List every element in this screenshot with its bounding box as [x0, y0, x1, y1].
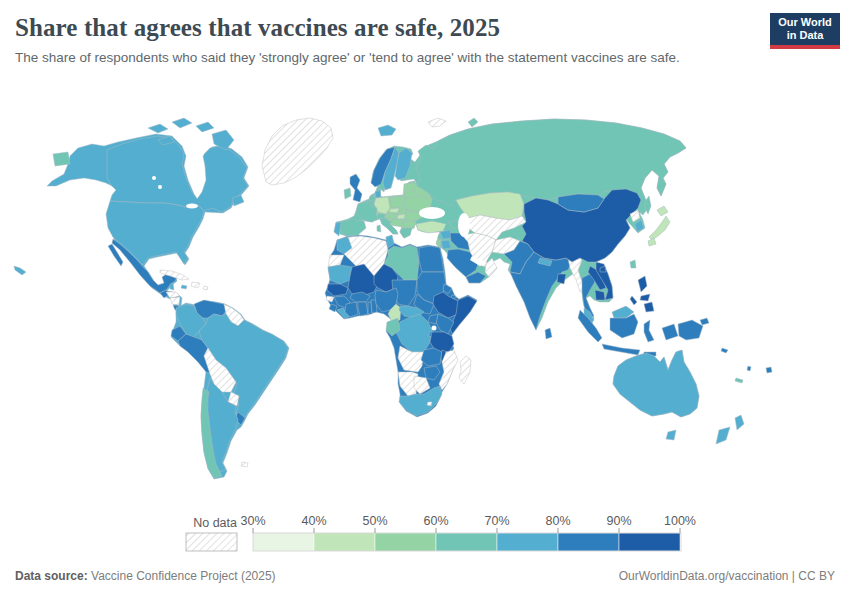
country-new-caledonia[interactable]: [735, 378, 743, 383]
country-nz-north[interactable]: [735, 415, 744, 430]
country-java[interactable]: [602, 344, 640, 355]
legend-swatch-40-50[interactable]: [314, 533, 375, 551]
country-png[interactable]: [678, 320, 703, 340]
country-svalbard[interactable]: [428, 118, 446, 127]
country-novaya-zemlya[interactable]: [468, 118, 478, 127]
countries-layer: [14, 118, 772, 478]
country-philippines-mindanao[interactable]: [644, 302, 654, 312]
country-taiwan[interactable]: [630, 260, 636, 268]
legend-swatch-80-90[interactable]: [558, 533, 619, 551]
legend-bar[interactable]: [253, 533, 681, 551]
country-japan-kyushu[interactable]: [648, 238, 656, 246]
country-australia[interactable]: [613, 350, 699, 417]
legend-no-data-swatch[interactable]: [186, 533, 237, 551]
country-egypt[interactable]: [419, 246, 444, 272]
legend-no-data-label: No data: [193, 516, 237, 530]
country-fiji[interactable]: [766, 367, 772, 373]
legend-tick-labels: 30% 40% 50% 60% 70% 80% 90% 100%: [240, 514, 696, 528]
country-nz-south[interactable]: [716, 427, 730, 444]
country-falklands[interactable]: [241, 462, 248, 467]
country-canada-island2[interactable]: [172, 118, 192, 128]
country-solomon[interactable]: [721, 348, 728, 353]
great-slave-lake: [158, 185, 162, 189]
country-netherlands[interactable]: [369, 195, 375, 201]
country-greece[interactable]: [400, 228, 412, 238]
country-new-britain[interactable]: [700, 318, 709, 325]
legend: No data 30% 40% 50%: [186, 514, 696, 551]
country-canada-island3[interactable]: [196, 122, 214, 132]
legend-label-50: 50%: [362, 514, 387, 528]
legend-label-100: 100%: [664, 514, 696, 528]
legend-label-80: 80%: [545, 514, 570, 528]
legend-label-90: 90%: [606, 514, 631, 528]
country-sardinia[interactable]: [377, 225, 381, 232]
country-ireland[interactable]: [344, 188, 351, 199]
country-bulgaria[interactable]: [403, 221, 416, 228]
legend-swatch-90-100[interactable]: [619, 533, 680, 551]
legend-swatch-70-80[interactable]: [497, 533, 558, 551]
owid-chart: Share that agrees that vaccines are safe…: [0, 0, 850, 600]
country-puerto-rico[interactable]: [203, 286, 208, 290]
country-nicaragua[interactable]: [170, 297, 180, 305]
legend-label-40: 40%: [301, 514, 326, 528]
legend-swatch-60-70[interactable]: [436, 533, 497, 551]
country-tasmania[interactable]: [666, 430, 676, 440]
lake-victoria: [432, 326, 437, 331]
black-sea: [419, 207, 445, 219]
world-map: No data 30% 40% 50%: [0, 0, 850, 600]
country-usa[interactable]: [106, 201, 204, 265]
country-madagascar[interactable]: [459, 356, 471, 384]
data-source-value: Vaccine Confidence Project (2025): [88, 569, 276, 583]
legend-swatch-50-60[interactable]: [375, 533, 436, 551]
country-jamaica[interactable]: [181, 285, 187, 289]
attribution[interactable]: OurWorldinData.org/vaccination | CC BY: [619, 569, 835, 583]
country-uk[interactable]: [350, 174, 362, 202]
legend-label-70: 70%: [484, 514, 509, 528]
country-philippines-palawan[interactable]: [630, 296, 637, 305]
country-iceland[interactable]: [378, 125, 396, 136]
country-belize[interactable]: [170, 283, 174, 290]
data-source: Data source: Vaccine Confidence Project …: [15, 569, 276, 583]
great-lakes: [186, 204, 198, 209]
country-poland[interactable]: [390, 196, 406, 208]
caspian-sea: [458, 213, 470, 237]
legend-label-60: 60%: [423, 514, 448, 528]
country-philippines-visayas[interactable]: [640, 294, 650, 301]
country-west-papua[interactable]: [662, 324, 678, 340]
country-japan-honshu[interactable]: [649, 216, 670, 240]
data-source-label: Data source:: [15, 569, 88, 583]
country-hawaii[interactable]: [14, 266, 26, 275]
great-bear-lake: [152, 176, 156, 180]
country-japan-hokkaido[interactable]: [657, 206, 668, 216]
legend-ticks: [253, 528, 680, 533]
country-sulawesi[interactable]: [644, 320, 654, 342]
country-vanuatu[interactable]: [747, 366, 751, 371]
country-hispaniola[interactable]: [191, 282, 200, 288]
country-jordan[interactable]: [441, 240, 451, 249]
country-greenland[interactable]: [262, 118, 333, 185]
country-ghana[interactable]: [358, 302, 368, 316]
country-russia-wrap[interactable]: [53, 152, 70, 166]
country-philippines-luzon[interactable]: [638, 276, 647, 292]
country-sri-lanka[interactable]: [545, 328, 552, 339]
country-canada-island1[interactable]: [148, 124, 168, 133]
legend-swatch-30-40[interactable]: [253, 533, 314, 551]
country-austria[interactable]: [385, 214, 397, 219]
legend-label-30: 30%: [240, 514, 265, 528]
country-lesotho[interactable]: [427, 402, 432, 406]
country-bangladesh[interactable]: [557, 274, 566, 284]
